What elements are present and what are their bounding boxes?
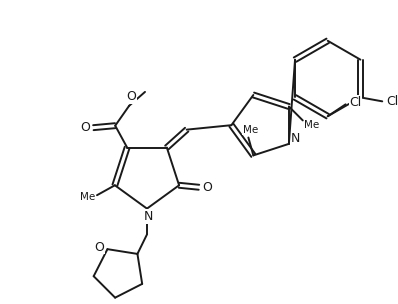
Text: O: O (126, 90, 136, 103)
Text: O: O (80, 121, 90, 134)
Text: Cl: Cl (386, 95, 398, 108)
Text: N: N (291, 133, 300, 145)
Text: O: O (202, 181, 212, 194)
Text: Me: Me (243, 125, 258, 135)
Text: N: N (143, 210, 153, 223)
Text: Me: Me (80, 192, 96, 202)
Text: O: O (95, 241, 104, 254)
Text: Me: Me (304, 120, 319, 130)
Text: Cl: Cl (349, 96, 362, 109)
